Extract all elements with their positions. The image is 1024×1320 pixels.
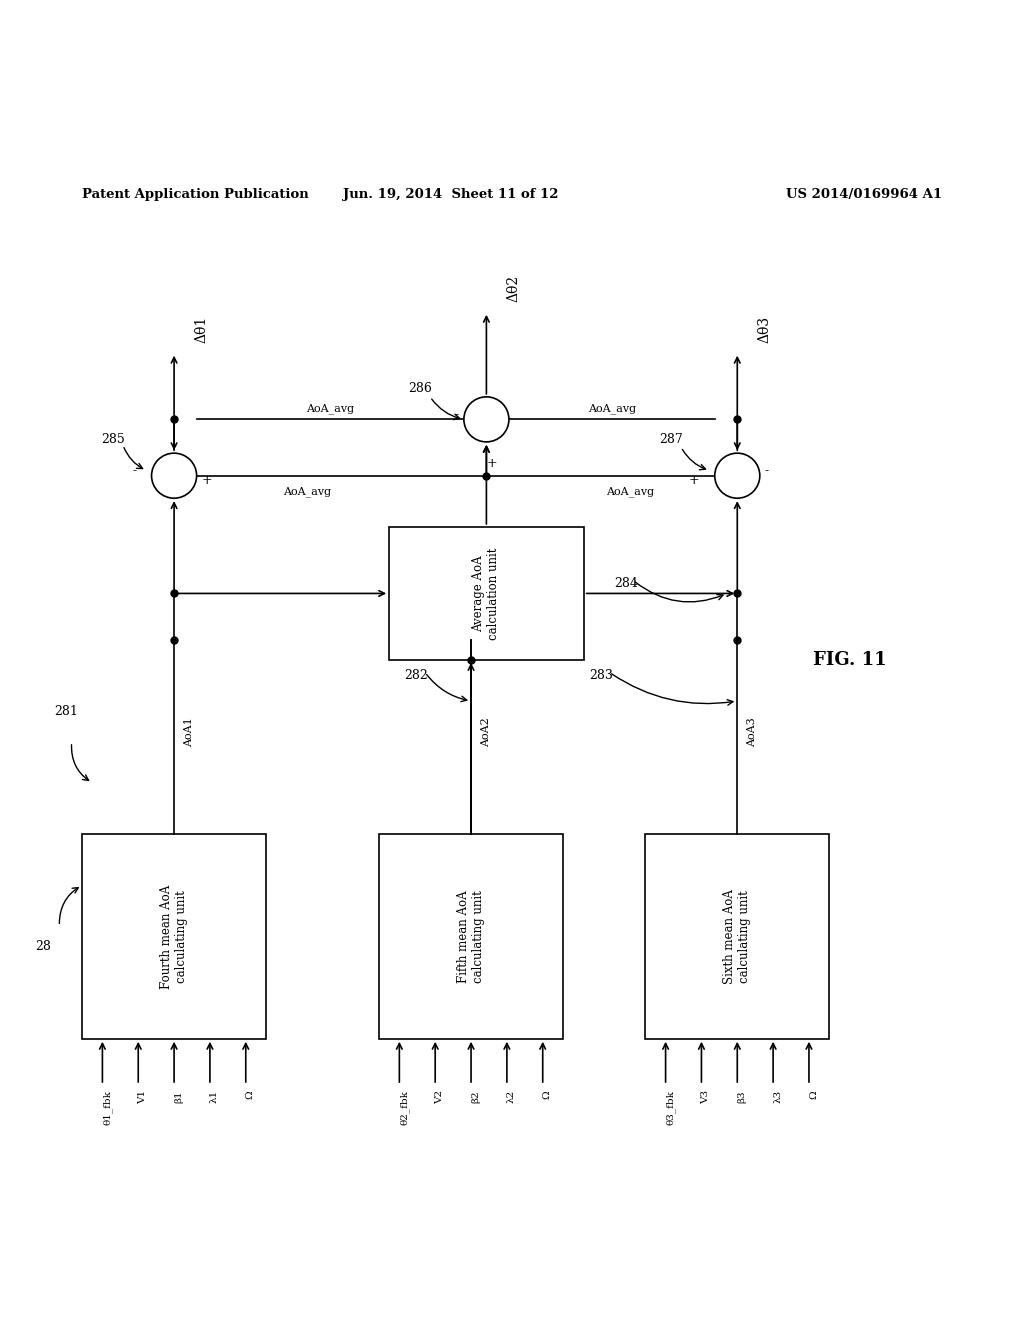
Text: Sixth mean AoA
calculating unit: Sixth mean AoA calculating unit [723, 890, 752, 983]
Text: β2: β2 [471, 1090, 480, 1102]
Text: V3: V3 [701, 1090, 711, 1105]
Text: 285: 285 [100, 433, 125, 446]
Circle shape [152, 453, 197, 498]
Text: θ3_fbk: θ3_fbk [666, 1090, 675, 1125]
Text: 281: 281 [54, 705, 79, 718]
Text: AoA3: AoA3 [748, 717, 758, 747]
Text: Ω: Ω [246, 1090, 255, 1098]
Text: 282: 282 [404, 669, 428, 682]
Text: θ1_fbk: θ1_fbk [102, 1090, 112, 1125]
Circle shape [715, 453, 760, 498]
Text: λ2: λ2 [507, 1090, 516, 1104]
Text: Average AoA
calculation unit: Average AoA calculation unit [472, 548, 501, 640]
Text: +: + [202, 474, 212, 487]
FancyBboxPatch shape [645, 834, 829, 1039]
Text: Fourth mean AoA
calculating unit: Fourth mean AoA calculating unit [160, 884, 188, 989]
Text: θ2_fbk: θ2_fbk [399, 1090, 409, 1125]
Text: Δθ1: Δθ1 [195, 315, 209, 343]
Text: β3: β3 [737, 1090, 746, 1102]
Text: Ω: Ω [543, 1090, 552, 1098]
Text: US 2014/0169964 A1: US 2014/0169964 A1 [786, 187, 942, 201]
Text: AoA_avg: AoA_avg [306, 404, 354, 414]
Circle shape [464, 397, 509, 442]
Text: Patent Application Publication: Patent Application Publication [82, 187, 308, 201]
Text: +: + [689, 474, 699, 487]
Text: AoA_avg: AoA_avg [606, 486, 653, 496]
Text: FIG. 11: FIG. 11 [813, 651, 887, 669]
Text: V2: V2 [435, 1090, 444, 1105]
Text: -: - [132, 465, 136, 477]
Text: AoA1: AoA1 [184, 717, 195, 747]
Text: V1: V1 [138, 1090, 147, 1105]
Text: Fifth mean AoA
calculating unit: Fifth mean AoA calculating unit [457, 890, 485, 983]
Text: 286: 286 [408, 383, 432, 395]
Text: 287: 287 [658, 433, 683, 446]
Text: Δθ2: Δθ2 [507, 275, 521, 301]
Text: Jun. 19, 2014  Sheet 11 of 12: Jun. 19, 2014 Sheet 11 of 12 [343, 187, 558, 201]
Text: +: + [486, 457, 497, 470]
Text: AoA_avg: AoA_avg [284, 486, 331, 496]
Text: 284: 284 [614, 577, 638, 590]
Text: λ3: λ3 [773, 1090, 782, 1104]
Text: 283: 283 [589, 669, 612, 682]
FancyBboxPatch shape [379, 834, 563, 1039]
Text: -: - [765, 465, 769, 477]
Text: 28: 28 [35, 940, 51, 953]
Text: λ1: λ1 [210, 1090, 219, 1104]
Text: AoA_avg: AoA_avg [588, 404, 636, 414]
Text: Δθ3: Δθ3 [758, 315, 772, 343]
FancyBboxPatch shape [82, 834, 266, 1039]
Text: -: - [455, 408, 459, 421]
Text: Ω: Ω [809, 1090, 818, 1098]
FancyBboxPatch shape [389, 527, 584, 660]
Text: AoA2: AoA2 [481, 717, 492, 747]
Text: β1: β1 [174, 1090, 183, 1102]
